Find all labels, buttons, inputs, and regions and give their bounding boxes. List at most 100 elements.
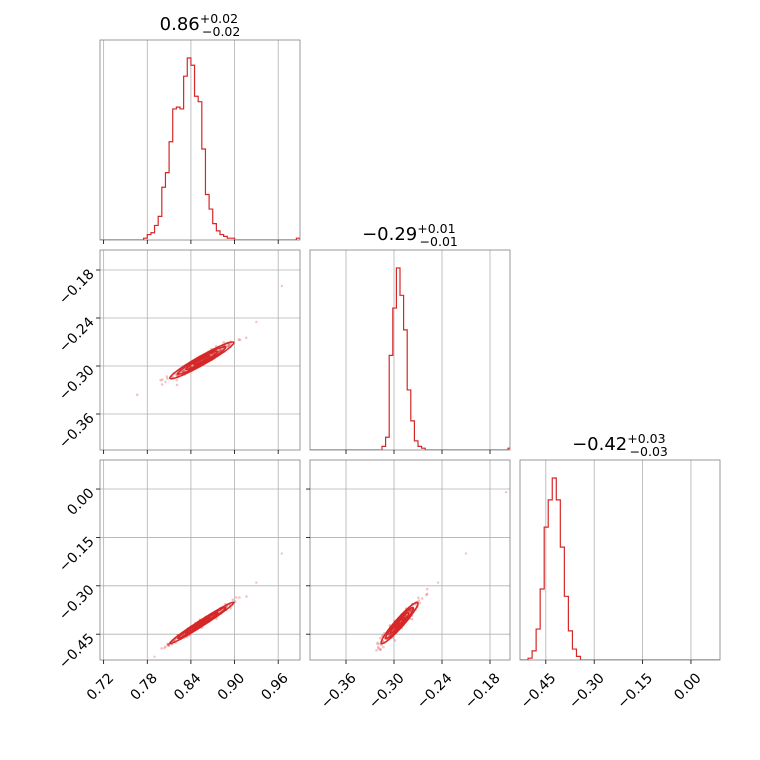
scatter-point bbox=[175, 383, 179, 387]
panel-content bbox=[520, 477, 720, 660]
scatter-point bbox=[238, 596, 241, 599]
panel-1-1 bbox=[309, 249, 511, 454]
scatter-point bbox=[378, 636, 382, 640]
x-tick-label-3: 0.00 bbox=[671, 670, 704, 703]
scatter-point bbox=[425, 592, 429, 596]
panel-frame bbox=[99, 249, 301, 451]
scatter-point bbox=[135, 393, 139, 397]
panel-title-1: −0.29+0.01 −0.01 bbox=[362, 221, 458, 249]
contour-level-3 bbox=[169, 601, 235, 645]
scatter-point bbox=[166, 377, 169, 380]
x-tick-label-0: −0.45 bbox=[518, 670, 560, 712]
panel-content bbox=[135, 284, 284, 397]
x-tick-label-1: 0.78 bbox=[128, 670, 161, 703]
panel-content bbox=[153, 552, 284, 658]
scatter-point bbox=[166, 643, 170, 647]
panel-frame bbox=[99, 459, 301, 661]
x-tick-label-0: 0.72 bbox=[84, 670, 117, 703]
x-tick-label-2: −0.24 bbox=[414, 670, 456, 712]
scatter-point bbox=[376, 642, 380, 646]
scatter-point bbox=[161, 378, 164, 381]
scatter-point bbox=[464, 552, 468, 555]
scatter-point bbox=[234, 600, 237, 603]
panel-frame bbox=[99, 39, 301, 241]
histogram-2 bbox=[520, 477, 720, 660]
title-minus: −0.02 bbox=[202, 24, 240, 39]
scatter-point bbox=[175, 378, 179, 382]
y-tick-label-2: −0.24 bbox=[56, 314, 98, 356]
x-tick-label-3: 0.90 bbox=[215, 670, 248, 703]
scatter-point bbox=[227, 343, 231, 346]
panel-content bbox=[310, 267, 510, 450]
scatter-point bbox=[375, 649, 378, 652]
panel-content bbox=[100, 57, 300, 240]
title-median: −0.42 bbox=[572, 434, 627, 455]
contour-level-0 bbox=[394, 616, 405, 629]
scatter-point bbox=[229, 606, 232, 610]
scatter-point bbox=[159, 378, 162, 382]
scatter-point bbox=[255, 320, 258, 324]
scatter-point bbox=[227, 343, 231, 347]
x-tick-label-1: −0.30 bbox=[366, 670, 408, 712]
scatter-point bbox=[377, 647, 380, 650]
contour-level-2 bbox=[385, 606, 415, 640]
scatter-points bbox=[135, 284, 284, 397]
title-plus: +0.01 bbox=[417, 221, 455, 236]
panel-2-1: −0.36 −0.30 −0.24 −0.18 bbox=[306, 459, 511, 712]
histogram-0 bbox=[100, 57, 300, 240]
scatter-point bbox=[165, 375, 169, 378]
scatter-point bbox=[379, 648, 382, 651]
panel-frame bbox=[309, 459, 511, 661]
scatter-point bbox=[164, 380, 167, 384]
scatter-point bbox=[153, 655, 156, 658]
scatter-point bbox=[164, 645, 167, 648]
scatter-point bbox=[425, 593, 428, 597]
contour-level-1 bbox=[185, 350, 219, 371]
contour-level-2 bbox=[177, 606, 227, 640]
scatter-point bbox=[231, 598, 235, 602]
title-median: 0.86 bbox=[160, 14, 200, 35]
y-tick-label-1: −0.30 bbox=[56, 582, 98, 624]
scatter-point bbox=[417, 599, 421, 602]
scatter-point bbox=[229, 342, 232, 346]
y-tick-label-0: −0.36 bbox=[56, 410, 98, 452]
scatter-point bbox=[244, 336, 248, 340]
panel-content bbox=[375, 491, 508, 652]
x-tick-label-3: −0.18 bbox=[462, 670, 504, 712]
scatter-point bbox=[167, 643, 170, 647]
y-tick-label-3: 0.00 bbox=[64, 485, 97, 518]
scatter-point bbox=[163, 646, 166, 650]
scatter-point bbox=[393, 639, 397, 642]
scatter-point bbox=[222, 341, 226, 344]
y-tick-label-0: −0.45 bbox=[56, 631, 98, 673]
scatter-point bbox=[166, 642, 169, 646]
histogram-1 bbox=[310, 267, 510, 450]
y-tick-label-2: −0.15 bbox=[56, 534, 98, 576]
scatter-point bbox=[167, 644, 171, 648]
scatter-point bbox=[255, 581, 258, 584]
scatter-point bbox=[237, 338, 241, 341]
contour-level-0 bbox=[193, 355, 211, 366]
scatter-point bbox=[376, 641, 379, 645]
title-plus: +0.03 bbox=[627, 431, 665, 446]
panel-1-0: −0.36 −0.30 −0.24 −0.18 bbox=[56, 249, 301, 454]
scatter-point bbox=[504, 491, 508, 494]
panel-0-0 bbox=[99, 39, 301, 244]
scatter-point bbox=[175, 374, 179, 377]
scatter-point bbox=[280, 284, 284, 288]
scatter-point bbox=[160, 647, 163, 650]
scatter-point bbox=[280, 552, 284, 555]
x-tick-label-2: 0.84 bbox=[171, 670, 204, 703]
title-median: −0.29 bbox=[362, 224, 417, 245]
scatter-point bbox=[410, 617, 414, 621]
panel-frame bbox=[309, 249, 511, 451]
y-tick-label-3: −0.18 bbox=[56, 266, 98, 308]
contour-level-2 bbox=[177, 345, 227, 375]
scatter-point bbox=[417, 596, 420, 600]
title-minus: −0.03 bbox=[630, 444, 668, 459]
contour-level-0 bbox=[193, 616, 211, 629]
scatter-point bbox=[160, 383, 164, 386]
panel-title-2: −0.42+0.03 −0.03 bbox=[572, 431, 668, 459]
scatter-point bbox=[235, 596, 238, 599]
